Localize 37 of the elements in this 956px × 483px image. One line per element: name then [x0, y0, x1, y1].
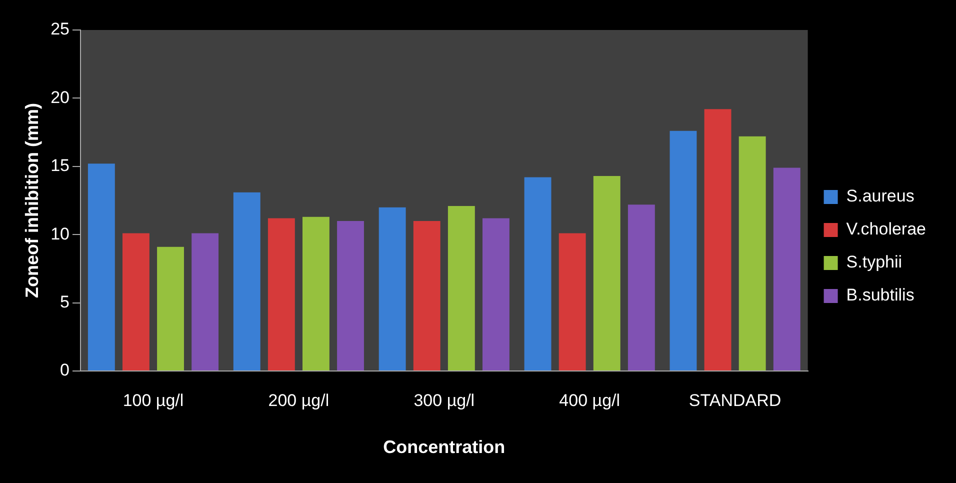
bar	[337, 220, 364, 370]
x-tick-label: STANDARD	[688, 390, 782, 410]
x-tick-label: 300 µg/l	[414, 390, 475, 410]
x-tick-label: 100 µg/l	[122, 390, 184, 410]
bar	[704, 109, 732, 370]
x-tick-label: 400 µg/l	[559, 390, 620, 410]
bar	[302, 216, 330, 370]
bar	[122, 233, 150, 370]
y-tick-label: 0	[60, 360, 70, 380]
bar	[738, 136, 766, 370]
bar	[157, 246, 184, 370]
bar	[593, 176, 620, 370]
y-tick-label: 10	[50, 224, 70, 244]
bar	[524, 177, 552, 370]
y-tick-label: 5	[60, 292, 70, 312]
legend-label: S.typhii	[846, 252, 902, 272]
bar	[192, 233, 219, 370]
legend-label: V.cholerae	[846, 220, 926, 239]
bar	[628, 204, 655, 370]
bar	[268, 218, 295, 370]
x-tick-label: 200 µg/l	[268, 390, 330, 410]
bar	[233, 192, 260, 370]
y-tick-label: 15	[50, 156, 70, 176]
x-axis-title: Concentration	[383, 437, 506, 458]
bar	[378, 207, 406, 370]
legend-label: B.subtilis	[846, 286, 914, 305]
bar	[482, 218, 510, 370]
legend-label: S.aureus	[846, 186, 914, 206]
y-axis-title: Zoneof inhibition (mm)	[22, 103, 42, 298]
bar	[558, 233, 586, 370]
y-tick-label: 25	[50, 20, 70, 39]
bar	[670, 130, 697, 370]
bar	[413, 220, 440, 370]
y-tick-label: 20	[50, 88, 70, 107]
bar	[773, 168, 800, 370]
bar	[448, 206, 475, 370]
bar	[88, 164, 115, 370]
